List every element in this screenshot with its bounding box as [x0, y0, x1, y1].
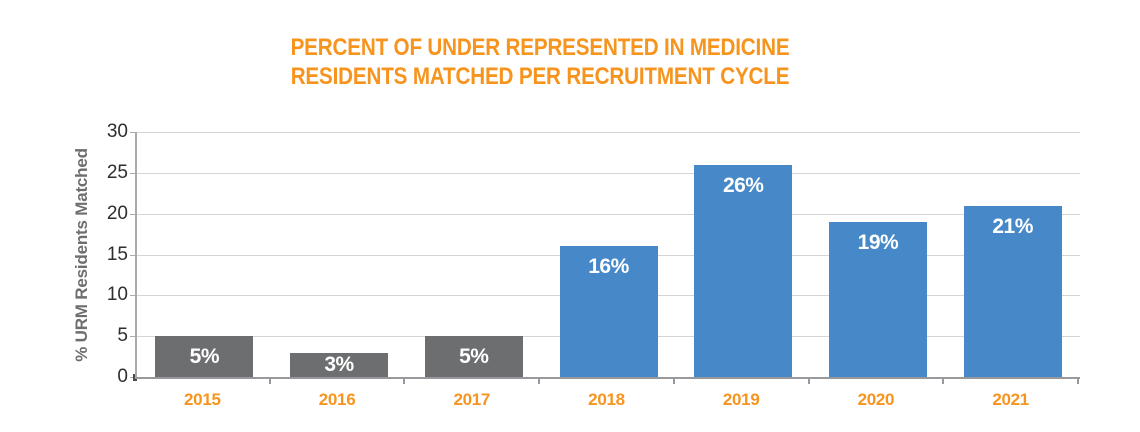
x-tick-mark-5	[807, 379, 810, 384]
bar-value-label-2016: 3%	[324, 352, 354, 376]
x-tick-mark-7	[1077, 379, 1079, 384]
chart-title-line-1: PERCENT OF UNDER REPRESENTED IN MEDICINE	[290, 34, 790, 61]
x-axis-label-2021: 2021	[992, 390, 1029, 409]
gridline-y-25	[137, 172, 1080, 174]
bar-2019: 26%	[694, 164, 793, 377]
bar-2021: 21%	[963, 205, 1062, 377]
y-tick-label-20: 20	[106, 202, 128, 224]
y-tick-mark-30	[130, 132, 135, 133]
y-tick-mark-10	[130, 295, 135, 297]
x-tick-mark-1	[268, 379, 271, 384]
chart-title: PERCENT OF UNDER REPRESENTED IN MEDICINE…	[76, 33, 1005, 91]
x-axis-label-2019: 2019	[722, 390, 760, 409]
chart-title-line-2: RESIDENTS MATCHED PER RECRUITMENT CYCLE	[290, 63, 790, 90]
y-tick-mark-15	[130, 254, 135, 256]
y-tick-label-25: 25	[106, 161, 128, 183]
bar-2017: 5%	[424, 336, 523, 377]
bar-value-label-2019: 26%	[722, 173, 764, 197]
x-tick-mark-4	[672, 379, 675, 384]
bar-value-label-2021: 21%	[992, 214, 1033, 238]
bar-2016: 3%	[290, 352, 389, 377]
y-tick-label-0: 0	[117, 366, 128, 387]
x-axis-label-2018: 2018	[588, 390, 625, 409]
y-tick-label-15: 15	[106, 243, 128, 265]
x-axis-label-2015: 2015	[184, 390, 221, 409]
bar-2020: 19%	[828, 221, 927, 377]
x-tick-mark-6	[942, 379, 945, 384]
y-tick-mark-5	[130, 336, 135, 338]
bar-2015: 5%	[155, 336, 254, 377]
gridline-y-20	[137, 213, 1080, 215]
x-axis-label-2017: 2017	[453, 390, 491, 409]
plot-area: 5% 3% 5% 16% 26% 19% 21%	[135, 132, 1080, 379]
y-tick-mark-20	[130, 213, 135, 215]
y-tick-label-5: 5	[117, 325, 128, 347]
x-axis-label-2020: 2020	[857, 390, 895, 409]
gridline-y-30	[137, 132, 1080, 133]
x-tick-mark-2	[403, 379, 406, 384]
bar-value-label-2020: 19%	[857, 230, 899, 254]
x-tick-mark-3	[538, 379, 541, 384]
bar-2018: 16%	[559, 246, 658, 377]
bar-value-label-2015: 5%	[189, 344, 220, 368]
x-axis-label-2016: 2016	[318, 390, 356, 409]
bar-value-label-2018: 16%	[588, 255, 629, 279]
y-tick-label-10: 10	[106, 284, 128, 306]
y-tick-mark-0	[130, 377, 135, 378]
y-tick-label-30: 30	[106, 121, 128, 142]
y-tick-mark-25	[130, 172, 135, 174]
bar-value-label-2017: 5%	[459, 344, 489, 368]
